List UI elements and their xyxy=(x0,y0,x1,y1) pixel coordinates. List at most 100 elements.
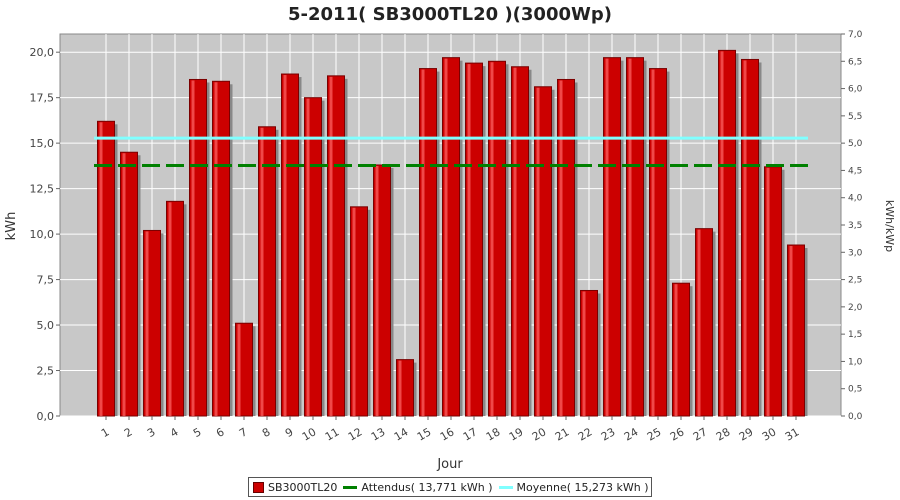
x-tick-label: 28 xyxy=(714,425,733,443)
bar-highlight xyxy=(651,69,655,417)
x-tick-label: 26 xyxy=(668,425,687,443)
x-tick-label: 18 xyxy=(484,425,503,443)
legend-item-series: SB3000TL20 xyxy=(253,481,337,494)
x-tick-label: 4 xyxy=(168,425,181,440)
y-tick-label: 5,0 xyxy=(37,319,55,332)
y2-tick-label: 3,5 xyxy=(848,221,862,231)
legend-swatch-series xyxy=(253,481,264,493)
bar-highlight xyxy=(444,58,448,417)
x-tick-label: 10 xyxy=(300,425,319,443)
x-tick-label: 7 xyxy=(237,425,250,440)
y-tick-label: 15,0 xyxy=(30,137,55,150)
x-tick-label: 21 xyxy=(553,425,572,443)
y2-tick-label: 5,5 xyxy=(848,112,862,122)
x-tick-label: 15 xyxy=(415,425,434,443)
x-tick-label: 14 xyxy=(392,425,411,443)
x-tick-label: 12 xyxy=(346,425,365,443)
y2-tick-label: 3,0 xyxy=(848,248,863,258)
bar-highlight xyxy=(306,98,310,417)
x-axis-label: Jour xyxy=(436,457,463,472)
x-tick-label: 23 xyxy=(599,425,618,443)
y2-tick-label: 2,0 xyxy=(848,303,863,313)
legend-swatch-attendus xyxy=(343,485,358,489)
bar-highlight xyxy=(536,87,540,416)
bar-highlight xyxy=(191,80,195,416)
bar-highlight xyxy=(99,122,103,417)
bar-highlight xyxy=(766,167,770,416)
bar-highlight xyxy=(490,62,494,417)
y2-tick-label: 0,5 xyxy=(848,385,862,395)
y-axis-label: kWh xyxy=(4,212,19,241)
y-tick-label: 12,5 xyxy=(30,183,55,196)
legend: SB3000TL20 Attendus( 13,771 kWh ) Moyenn… xyxy=(248,477,652,497)
y-tick-label: 17,5 xyxy=(30,92,55,105)
x-tick-label: 17 xyxy=(461,425,480,443)
legend-label-series: SB3000TL20 xyxy=(268,480,338,494)
bar-highlight xyxy=(421,69,425,417)
x-tick-label: 13 xyxy=(369,425,388,443)
bar-highlight xyxy=(674,284,678,416)
y2-tick-label: 1,0 xyxy=(848,357,863,367)
bar-highlight xyxy=(375,165,379,416)
bar-highlight xyxy=(168,202,172,416)
bar-highlight xyxy=(145,231,149,416)
bar-highlight xyxy=(260,127,264,417)
y2-tick-label: 4,0 xyxy=(848,194,863,204)
bar-highlight xyxy=(789,246,793,416)
x-tick-label: 3 xyxy=(145,425,158,440)
y-tick-label: 20,0 xyxy=(30,46,55,59)
x-tick-label: 31 xyxy=(783,425,802,443)
x-tick-label: 30 xyxy=(760,425,779,443)
legend-swatch-moyenne xyxy=(498,485,513,489)
legend-item-moyenne: Moyenne( 15,273 kWh ) xyxy=(498,480,649,494)
x-tick-label: 2 xyxy=(122,425,135,440)
bar-highlight xyxy=(237,324,241,416)
bar-highlight xyxy=(122,153,126,416)
bar-highlight xyxy=(352,207,356,416)
x-tick-label: 5 xyxy=(191,425,204,440)
y2-tick-label: 5,0 xyxy=(848,139,863,149)
x-tick-label: 29 xyxy=(737,425,756,443)
y-tick-label: 0,0 xyxy=(37,410,55,423)
x-tick-label: 1 xyxy=(99,425,112,440)
y-tick-label: 2,5 xyxy=(37,365,55,378)
legend-label-attendus: Attendus( 13,771 kWh ) xyxy=(361,480,493,494)
x-tick-label: 19 xyxy=(507,425,526,443)
y2-tick-label: 2,5 xyxy=(848,276,862,286)
bar-highlight xyxy=(582,291,586,416)
chart-svg: 5-2011( SB3000TL20 )(3000Wp) Jour kWh kW… xyxy=(4,4,896,472)
bar-highlight xyxy=(605,58,609,417)
chart-title: 5-2011( SB3000TL20 )(3000Wp) xyxy=(288,4,612,25)
bar-highlight xyxy=(720,51,724,416)
x-tick-label: 6 xyxy=(214,425,227,440)
bar-highlight xyxy=(329,76,333,416)
x-tick-label: 11 xyxy=(323,425,342,443)
x-tick-label: 22 xyxy=(576,425,595,443)
y2-tick-label: 6,0 xyxy=(848,85,863,95)
legend-label-moyenne: Moyenne( 15,273 kWh ) xyxy=(516,480,649,494)
y-tick-label: 10,0 xyxy=(30,228,55,241)
bar-highlight xyxy=(467,64,471,416)
bar-highlight xyxy=(743,60,747,416)
x-tick-label: 24 xyxy=(622,425,641,443)
bar-highlight xyxy=(628,58,632,417)
x-tick-label: 16 xyxy=(438,425,457,443)
x-tick-label: 8 xyxy=(260,425,273,440)
y2-tick-label: 1,5 xyxy=(848,330,862,340)
bar-highlight xyxy=(214,82,218,417)
y2-tick-label: 0,0 xyxy=(848,412,863,422)
bar-highlight xyxy=(697,229,701,416)
bar-highlight xyxy=(398,360,402,416)
y2-tick-label: 4,5 xyxy=(848,166,862,176)
x-tick-label: 25 xyxy=(645,425,664,443)
bar-highlight xyxy=(559,80,563,416)
y-tick-label: 7,5 xyxy=(37,274,55,287)
y2-axis-label: kWh/kWp xyxy=(883,200,896,252)
legend-item-attendus: Attendus( 13,771 kWh ) xyxy=(343,480,493,494)
x-tick-label: 20 xyxy=(530,425,549,443)
y2-tick-label: 6,5 xyxy=(848,57,862,67)
bar-highlight xyxy=(513,67,517,416)
x-tick-label: 9 xyxy=(283,425,296,440)
x-tick-label: 27 xyxy=(691,425,710,443)
